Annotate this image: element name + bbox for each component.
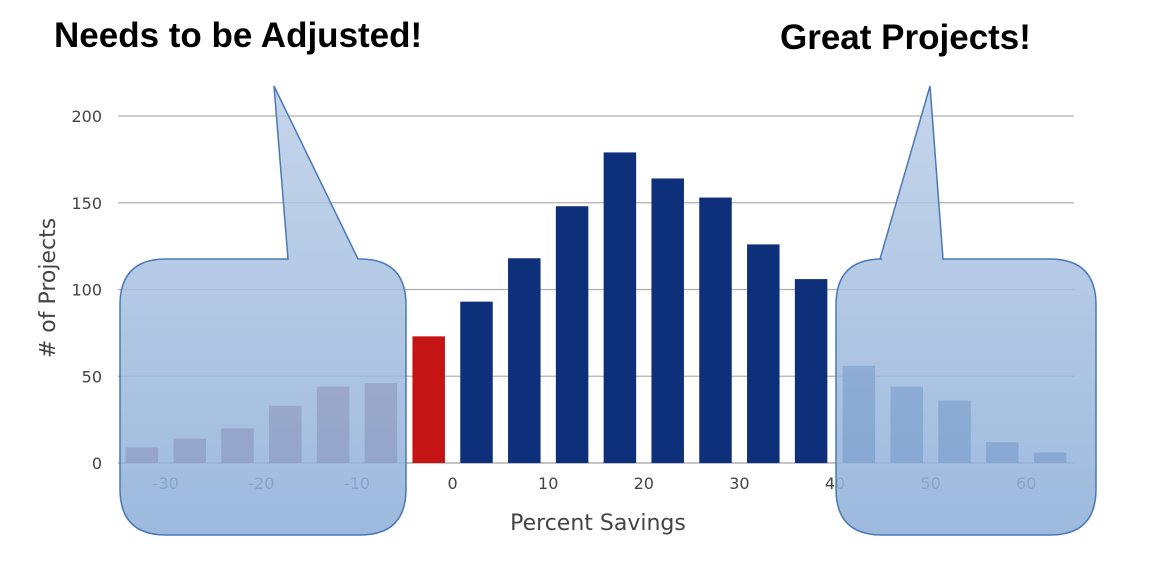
bar <box>747 244 780 463</box>
bar <box>603 152 637 463</box>
bar <box>651 178 684 463</box>
y-tick-label: 50 <box>82 367 102 386</box>
bar <box>412 336 445 463</box>
y-tick-label: 150 <box>71 194 102 213</box>
y-tick-labels: 0 50 100 150 200 <box>71 107 102 473</box>
y-tick-label: 0 <box>92 454 102 473</box>
callout-title-great-projects: Great Projects! <box>780 18 1031 57</box>
bar <box>794 279 828 463</box>
bar <box>460 301 493 463</box>
callout-bubble-right <box>835 85 1097 536</box>
x-tick-label: 20 <box>634 474 654 493</box>
bar <box>508 258 541 463</box>
y-tick-label: 200 <box>71 107 102 126</box>
callouts <box>119 85 1097 536</box>
y-axis-title: # of Projects <box>36 218 61 358</box>
y-tick-label: 100 <box>71 281 102 300</box>
bar <box>699 197 732 464</box>
x-tick-label: 0 <box>448 474 458 493</box>
bar <box>555 206 589 463</box>
x-axis-title: Percent Savings <box>510 511 686 536</box>
x-tick-label: 30 <box>729 474 749 493</box>
callout-title-needs-adjustment: Needs to be Adjusted! <box>54 16 423 55</box>
x-tick-label: 10 <box>538 474 558 493</box>
callout-bubble-left <box>119 85 407 536</box>
